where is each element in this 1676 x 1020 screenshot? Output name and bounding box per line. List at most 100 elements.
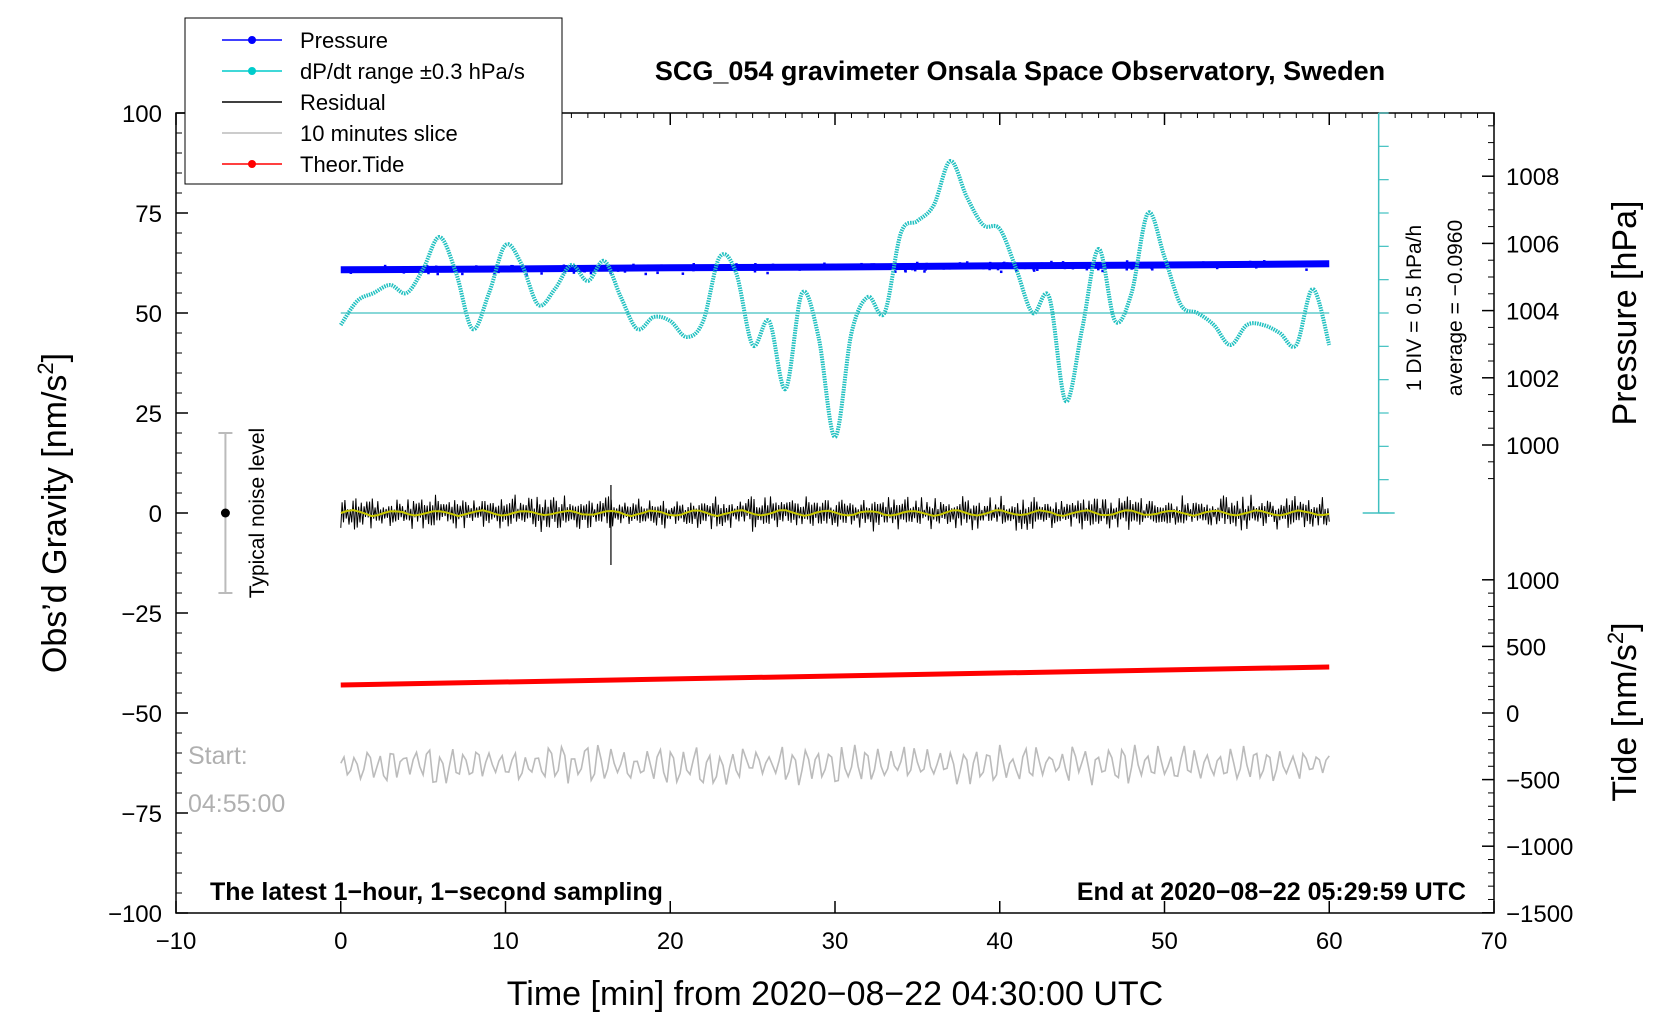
y-axis-label-left-sup: 2 xyxy=(33,362,58,374)
y-tick-label: −50 xyxy=(121,701,162,728)
pressure-point xyxy=(402,271,406,274)
y-tick-label: 50 xyxy=(135,301,162,328)
pressure-point xyxy=(427,271,430,275)
pressure-point xyxy=(468,269,472,272)
pressure-point xyxy=(572,265,576,268)
y-tick-label: 100 xyxy=(122,101,162,128)
pressure-point xyxy=(784,267,787,270)
pressure-point xyxy=(642,264,645,268)
pressure-point xyxy=(591,266,594,269)
pressure-point xyxy=(1248,260,1252,264)
pressure-point xyxy=(1006,262,1009,265)
pressure-point xyxy=(461,272,464,276)
pressure-point xyxy=(860,262,863,266)
pressure-point xyxy=(924,268,927,271)
pressure-point xyxy=(980,264,983,267)
pressure-point xyxy=(1036,268,1039,271)
pressure-point xyxy=(972,264,976,268)
y-axis-label-right-pressure: Pressure [hPa] xyxy=(1606,201,1644,426)
pressure-tick-label: 1004 xyxy=(1506,299,1559,326)
pressure-point xyxy=(996,267,1000,271)
y-axis-label-right-tide: Tide [nm/s2] xyxy=(1603,622,1644,801)
x-tick-label: 20 xyxy=(657,928,684,955)
x-tick-label: 70 xyxy=(1481,928,1508,955)
overlay-layer xyxy=(218,112,1395,594)
pressure-point xyxy=(1302,264,1306,267)
pressure-point xyxy=(982,266,985,270)
x-tick-label: 40 xyxy=(986,928,1013,955)
pressure-point xyxy=(1305,268,1308,271)
pressure-point xyxy=(755,267,758,271)
pressure-point xyxy=(1032,269,1036,272)
legend-label: Theor.Tide xyxy=(300,152,404,177)
pressure-point xyxy=(458,268,461,272)
pressure-point xyxy=(1050,260,1053,264)
bottom-left-note: The latest 1−hour, 1−second sampling xyxy=(210,878,663,906)
pressure-point xyxy=(894,270,897,273)
pressure-point xyxy=(1012,264,1015,267)
pressure-point xyxy=(383,264,387,268)
pressure-point xyxy=(1215,266,1219,270)
bottom-right-note: End at 2020−08−22 05:29:59 UTC xyxy=(1077,878,1466,906)
pressure-point xyxy=(644,265,647,268)
pressure-point xyxy=(692,263,696,266)
pressure-point xyxy=(823,262,826,266)
pressure-point xyxy=(646,264,650,267)
pressure-point xyxy=(620,265,623,268)
pressure-point xyxy=(528,267,532,271)
pressure-point xyxy=(632,263,635,267)
y-tick-label: −75 xyxy=(121,801,162,828)
scale-bar-average-label: average = −0.0960 xyxy=(1444,220,1467,396)
tide-line xyxy=(340,664,1330,688)
y-tick-label: −100 xyxy=(108,901,162,928)
axis-ticks: −10 0 10 20 30 40 50 60 70−100−75−50−25025507510… xyxy=(108,101,1573,955)
x-tick-label: 10 xyxy=(492,928,519,955)
pressure-point xyxy=(942,267,945,270)
y-axis-label-right-tide-end: ] xyxy=(1606,622,1644,631)
pressure-point xyxy=(1136,263,1139,266)
pressure-point xyxy=(798,268,801,271)
pressure-point xyxy=(425,265,429,268)
pressure-point xyxy=(771,263,775,267)
y-tick-label: 75 xyxy=(135,201,162,228)
pressure-point xyxy=(913,268,917,272)
pressure-point xyxy=(692,268,695,272)
pressure-point xyxy=(958,262,962,265)
pressure-point xyxy=(754,263,757,266)
pressure-point xyxy=(1151,268,1154,271)
pressure-point xyxy=(1085,267,1089,271)
pressure-point xyxy=(904,270,907,273)
pressure-point xyxy=(788,264,792,267)
pressure-point xyxy=(589,271,593,275)
x-tick-label: 30 xyxy=(822,928,849,955)
legend-box xyxy=(184,17,563,185)
pressure-point xyxy=(852,263,856,267)
tide-tick-label: 500 xyxy=(1506,634,1546,661)
pressure-point xyxy=(1254,266,1258,269)
legend-label: 10 minutes slice xyxy=(300,121,458,146)
pressure-point xyxy=(1027,263,1031,267)
pressure-point xyxy=(911,267,914,271)
pressure-point xyxy=(948,267,952,270)
pressure-point xyxy=(1031,264,1034,267)
pressure-tick-label: 1002 xyxy=(1506,366,1559,393)
pressure-point xyxy=(1061,261,1065,264)
pressure-point xyxy=(592,268,595,271)
legend-marker xyxy=(248,160,256,168)
pressure-point xyxy=(1107,263,1110,266)
y-axis-label-left-end: ] xyxy=(36,353,74,362)
pressure-point xyxy=(354,268,358,271)
dpdt-line xyxy=(339,159,1332,440)
pressure-point xyxy=(623,270,627,273)
pressure-point xyxy=(988,267,991,271)
pressure-point xyxy=(947,264,950,267)
pressure-point xyxy=(988,261,992,265)
pressure-point xyxy=(547,265,550,269)
pressure-point xyxy=(434,265,438,269)
pressure-point xyxy=(562,264,566,268)
pressure-point xyxy=(1115,265,1118,268)
pressure-point xyxy=(1009,266,1012,269)
pressure-point xyxy=(1059,265,1063,268)
chart-title: SCG_054 gravimeter Onsala Space Observat… xyxy=(655,56,1385,86)
